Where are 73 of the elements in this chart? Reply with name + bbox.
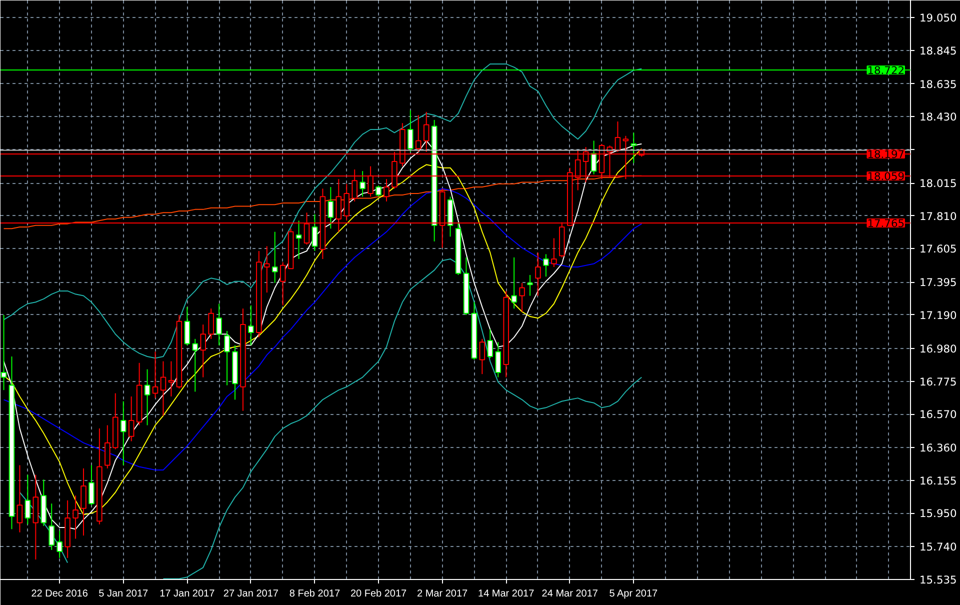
x-tick-label: 24 Mar 2017 (542, 588, 598, 600)
y-tick-label: 15.950 (920, 507, 958, 520)
x-tick-label: 5 Apr 2017 (609, 588, 658, 600)
candlestick (551, 238, 557, 268)
y-tick-label: 19.050 (920, 12, 958, 25)
line-series (3, 188, 642, 470)
candlestick (376, 184, 382, 198)
x-tick-label: 2 Mar 2017 (417, 588, 468, 600)
candlestick (479, 338, 486, 375)
candlestick (408, 110, 414, 152)
ref-line-label: 18.059 (867, 170, 905, 184)
candlestick (168, 360, 174, 397)
candlestick (200, 324, 206, 378)
x-tick-label: 14 Mar 2017 (478, 588, 535, 600)
candlestick (543, 254, 549, 278)
y-tick-label: 18.430 (920, 110, 958, 124)
candlestick (152, 351, 158, 399)
candlestick (72, 495, 78, 540)
candlestick (208, 308, 214, 340)
y-tick-label: 17.190 (920, 308, 958, 322)
candlestick (264, 246, 270, 294)
candlestick (296, 220, 302, 260)
ref-line-label: 18.197 (867, 148, 905, 161)
candlestick (248, 304, 254, 346)
y-tick-label: 18.845 (920, 44, 957, 58)
y-tick-label: 17.605 (920, 242, 957, 256)
candlestick (104, 424, 110, 469)
candlestick (272, 231, 278, 284)
x-tick-label: 17 Jan 2017 (160, 588, 216, 600)
candlestick (519, 282, 525, 312)
candlestick (216, 303, 222, 346)
candlestick (280, 262, 286, 306)
y-tick-label: 17.810 (920, 210, 958, 223)
y-tick-label: 16.360 (920, 442, 958, 455)
x-tick-label: 27 Jan 2017 (223, 588, 279, 600)
candlestick (80, 468, 86, 536)
candlestick (16, 464, 23, 533)
x-tick-label: 22 Dec 2016 (31, 588, 88, 600)
x-tick-label: 5 Jan 2017 (98, 588, 149, 600)
y-tick-label: 15.740 (920, 540, 958, 554)
candlestick (120, 400, 126, 466)
x-tick-label: 20 Feb 2017 (350, 588, 408, 600)
candlestick (527, 274, 533, 296)
candlestick (344, 183, 350, 222)
candlestick (184, 306, 190, 346)
candlestick (328, 186, 334, 230)
y-tick-label: 18.635 (920, 78, 957, 91)
line-series (3, 63, 642, 359)
candlestick (144, 368, 150, 426)
candlestick (487, 328, 494, 359)
candlestick (224, 330, 230, 386)
candlestick (511, 256, 517, 310)
candlestick (535, 252, 541, 296)
y-tick-label: 16.775 (920, 375, 957, 388)
y-tick-label: 16.980 (920, 342, 958, 356)
candlestick (384, 178, 390, 202)
candlestick (56, 530, 62, 558)
y-tick-label: 17.395 (920, 276, 957, 290)
x-tick-label: 8 Feb 2017 (289, 588, 340, 600)
ref-line-label: 17.765 (867, 217, 905, 230)
candlestick (24, 474, 31, 525)
candlestick (192, 338, 198, 392)
y-tick-label: 16.155 (920, 474, 957, 488)
candlestick (495, 342, 502, 378)
candlestick (128, 396, 134, 442)
candlestick (360, 170, 366, 198)
y-tick-label: 18.015 (920, 177, 957, 190)
candlestick (312, 214, 318, 252)
y-tick-label: 16.570 (920, 408, 958, 422)
y-tick-label: 15.535 (920, 574, 957, 586)
ref-line-label: 18.722 (867, 64, 905, 78)
candlestick (88, 464, 94, 506)
candlestick (160, 360, 166, 416)
